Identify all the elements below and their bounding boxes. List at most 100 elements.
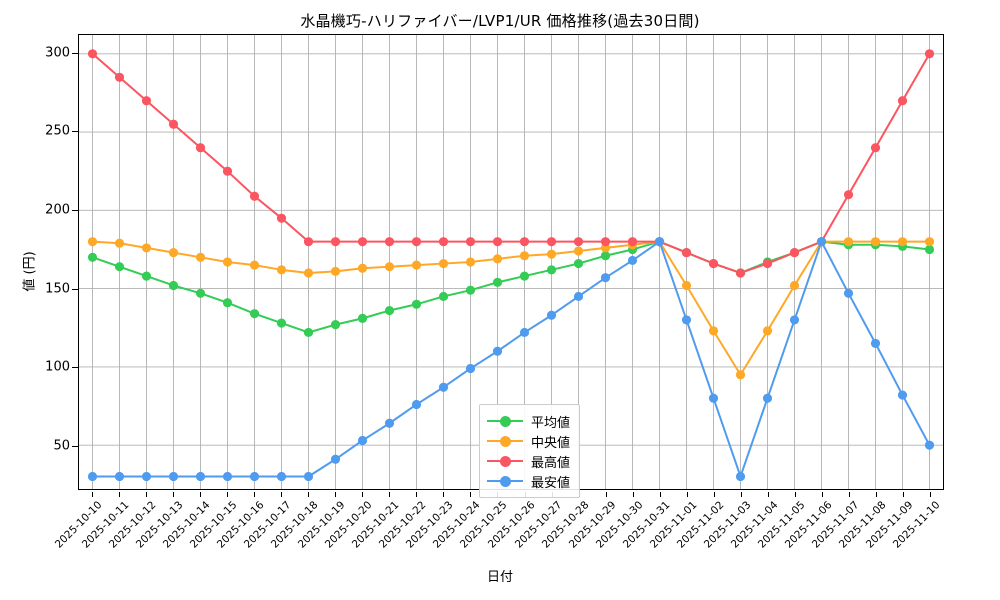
data-point: [330, 237, 341, 247]
data-point: [276, 471, 287, 482]
x-axis-tick-mark: [443, 492, 445, 497]
data-point: [168, 471, 179, 482]
y-axis-tick-mark: [72, 445, 78, 447]
legend-item[interactable]: 中央値: [487, 431, 570, 451]
x-axis-tick-mark: [362, 492, 364, 497]
y-axis-tick-label: 200: [45, 202, 70, 218]
data-point: [573, 291, 584, 302]
data-point: [303, 237, 314, 247]
data-point: [168, 248, 179, 258]
legend-swatch-icon: [487, 474, 523, 488]
data-point: [600, 243, 611, 253]
data-point: [141, 243, 152, 253]
data-point: [357, 263, 368, 273]
data-point: [141, 471, 152, 482]
data-point: [195, 471, 206, 482]
x-axis-tick-mark: [795, 492, 797, 497]
data-point: [600, 251, 611, 261]
data-point: [222, 298, 233, 308]
data-point: [924, 49, 935, 59]
legend-swatch-icon: [487, 454, 523, 468]
data-point: [87, 237, 98, 247]
data-point: [735, 471, 746, 482]
y-axis-tick-label: 250: [45, 123, 70, 139]
legend-swatch-icon: [487, 434, 523, 448]
data-point: [627, 255, 638, 266]
data-point: [249, 471, 260, 482]
data-point: [519, 271, 530, 281]
data-point: [330, 454, 341, 464]
data-point: [249, 260, 260, 270]
data-point: [465, 257, 476, 267]
data-point: [573, 246, 584, 256]
data-point: [465, 237, 476, 247]
data-point: [735, 370, 746, 380]
data-point: [384, 418, 395, 428]
data-point: [492, 254, 503, 264]
data-point: [438, 382, 449, 392]
data-point: [411, 237, 422, 247]
data-point: [870, 338, 881, 348]
data-point: [789, 248, 800, 258]
series-line: [91, 52, 931, 274]
data-point: [222, 166, 233, 176]
data-point: [843, 190, 854, 200]
data-point: [762, 326, 773, 336]
data-point: [195, 288, 206, 298]
data-point: [303, 268, 314, 278]
y-axis-tick-label: 50: [53, 438, 70, 454]
data-point: [546, 249, 557, 259]
legend-item[interactable]: 最安値: [487, 471, 570, 491]
legend-item-label: 中央値: [531, 435, 571, 451]
data-point: [789, 315, 800, 325]
data-point: [465, 285, 476, 295]
x-axis-tick-mark: [605, 492, 607, 497]
data-point: [276, 318, 287, 328]
legend-item-label: 平均値: [531, 415, 571, 431]
legend-item[interactable]: 最高値: [487, 451, 570, 471]
data-point: [168, 280, 179, 291]
x-axis-tick-mark: [172, 492, 174, 497]
data-point: [519, 251, 530, 261]
data-point: [843, 288, 854, 298]
x-axis-tick-mark: [280, 492, 282, 497]
data-point: [249, 309, 260, 319]
data-point: [195, 252, 206, 262]
data-point: [843, 237, 854, 247]
data-point: [897, 237, 908, 247]
data-point: [573, 258, 584, 269]
data-point: [411, 260, 422, 270]
data-point: [762, 258, 773, 269]
data-point: [870, 143, 881, 153]
legend-item[interactable]: 平均値: [487, 411, 570, 431]
data-point: [249, 191, 260, 201]
data-point: [492, 277, 503, 287]
data-point: [573, 237, 584, 247]
x-axis-tick-mark: [849, 492, 851, 497]
data-point: [384, 237, 395, 247]
data-point: [654, 237, 665, 247]
data-point: [465, 363, 476, 374]
data-point: [357, 313, 368, 323]
data-point: [114, 471, 125, 482]
data-point: [438, 237, 449, 247]
data-point: [924, 244, 935, 255]
x-axis-tick-mark: [741, 492, 743, 497]
x-axis-tick-mark: [118, 492, 120, 497]
data-point: [438, 291, 449, 302]
data-point: [411, 399, 422, 410]
data-point: [438, 258, 449, 269]
x-axis-tick-mark: [389, 492, 391, 497]
x-axis-tick-mark: [145, 492, 147, 497]
x-axis-tick-mark: [822, 492, 824, 497]
x-axis-tick-mark: [632, 492, 634, 497]
data-point: [492, 237, 503, 247]
x-axis-tick-mark: [226, 492, 228, 497]
chart-title: 水晶機巧-ハリファイバー/LVP1/UR 価格推移(過去30日間): [300, 12, 700, 30]
data-point: [141, 271, 152, 281]
y-axis-tick-mark: [72, 210, 78, 212]
data-point: [195, 143, 206, 153]
x-axis-tick-mark: [199, 492, 201, 497]
chart-legend: 平均値中央値 最高値 最安値: [479, 404, 581, 498]
y-axis-tick-mark: [72, 131, 78, 133]
